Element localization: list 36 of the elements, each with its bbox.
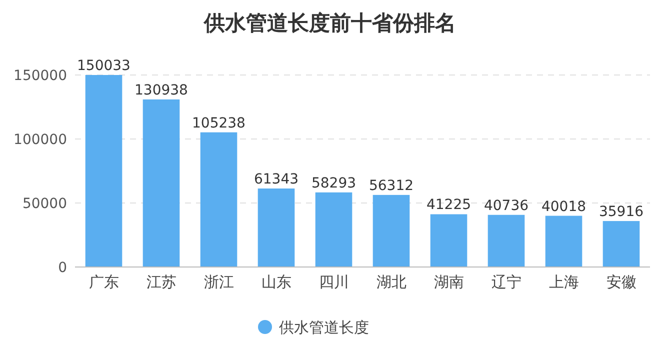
x-tick-label: 广东 xyxy=(88,273,119,291)
x-tick-label: 湖南 xyxy=(434,273,464,291)
data-label: 150033 xyxy=(77,58,130,74)
data-label: 40018 xyxy=(541,198,586,215)
y-tick-label: 100000 xyxy=(14,132,67,148)
x-tick-label: 浙江 xyxy=(204,273,234,291)
bar xyxy=(142,99,180,267)
data-label: 105238 xyxy=(192,115,246,132)
x-tick-label: 湖北 xyxy=(376,273,406,291)
bar xyxy=(85,75,122,267)
bar xyxy=(488,214,525,267)
bar xyxy=(258,188,295,267)
bar xyxy=(430,214,468,267)
x-tick-label: 山东 xyxy=(261,273,292,291)
x-tick-label: 四川 xyxy=(318,273,349,291)
data-label: 41225 xyxy=(426,197,472,214)
bar xyxy=(372,194,410,267)
y-tick-label: 0 xyxy=(58,260,67,276)
x-tick-label: 辽宁 xyxy=(491,273,522,291)
bar xyxy=(200,132,238,267)
y-tick-label: 50000 xyxy=(22,196,67,212)
legend-label: 供水管道长度 xyxy=(279,318,369,336)
chart-title: 供水管道长度前十省份排名 xyxy=(203,11,456,35)
bar xyxy=(602,221,640,267)
data-label: 58293 xyxy=(311,175,356,192)
bar xyxy=(315,192,352,267)
x-tick-label: 江苏 xyxy=(146,273,176,291)
x-tick-label: 上海 xyxy=(548,273,579,291)
data-label: 35916 xyxy=(598,204,644,220)
data-label: 40736 xyxy=(484,198,529,214)
data-label: 61343 xyxy=(254,172,299,188)
y-tick-label: 150000 xyxy=(14,68,67,84)
x-tick-label: 安徽 xyxy=(606,273,636,291)
bar xyxy=(545,216,582,267)
data-label: 130938 xyxy=(134,82,188,98)
data-label: 56312 xyxy=(368,178,414,194)
